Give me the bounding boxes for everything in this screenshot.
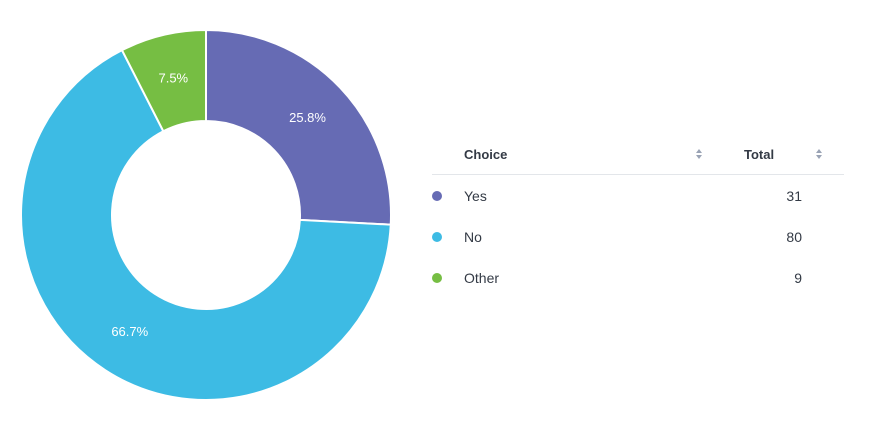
total-cell: 31 <box>786 188 802 204</box>
table-row: No 80 <box>432 216 844 257</box>
slice-percent-label: 7.5% <box>158 70 188 85</box>
slice-percent-label: 66.7% <box>111 324 148 339</box>
choice-cell: Yes <box>464 188 487 204</box>
table-header: Choice Total <box>432 136 844 175</box>
color-dot-icon <box>432 273 442 283</box>
total-column-header[interactable]: Total <box>744 147 775 162</box>
total-cell: 9 <box>794 270 802 286</box>
color-dot-icon <box>432 191 442 201</box>
donut-slice-yes[interactable] <box>205 28 392 226</box>
donut-slice-other[interactable] <box>120 28 207 133</box>
table-row: Other 9 <box>432 257 844 298</box>
sort-icon[interactable] <box>816 149 822 161</box>
choice-column-header[interactable]: Choice <box>464 147 508 162</box>
choice-cell: Other <box>464 270 500 286</box>
total-cell: 80 <box>786 229 802 245</box>
sort-icon[interactable] <box>696 149 702 161</box>
donut-chart: 25.8% 66.7% 7.5% <box>20 28 392 401</box>
table-row: Yes 31 <box>432 175 844 216</box>
donut-slice-no[interactable] <box>20 48 392 401</box>
slice-percent-label: 25.8% <box>289 110 326 125</box>
color-dot-icon <box>432 232 442 242</box>
choice-cell: No <box>464 229 482 245</box>
results-table: Choice Total Yes 31 No 80 Other 9 <box>432 136 844 298</box>
